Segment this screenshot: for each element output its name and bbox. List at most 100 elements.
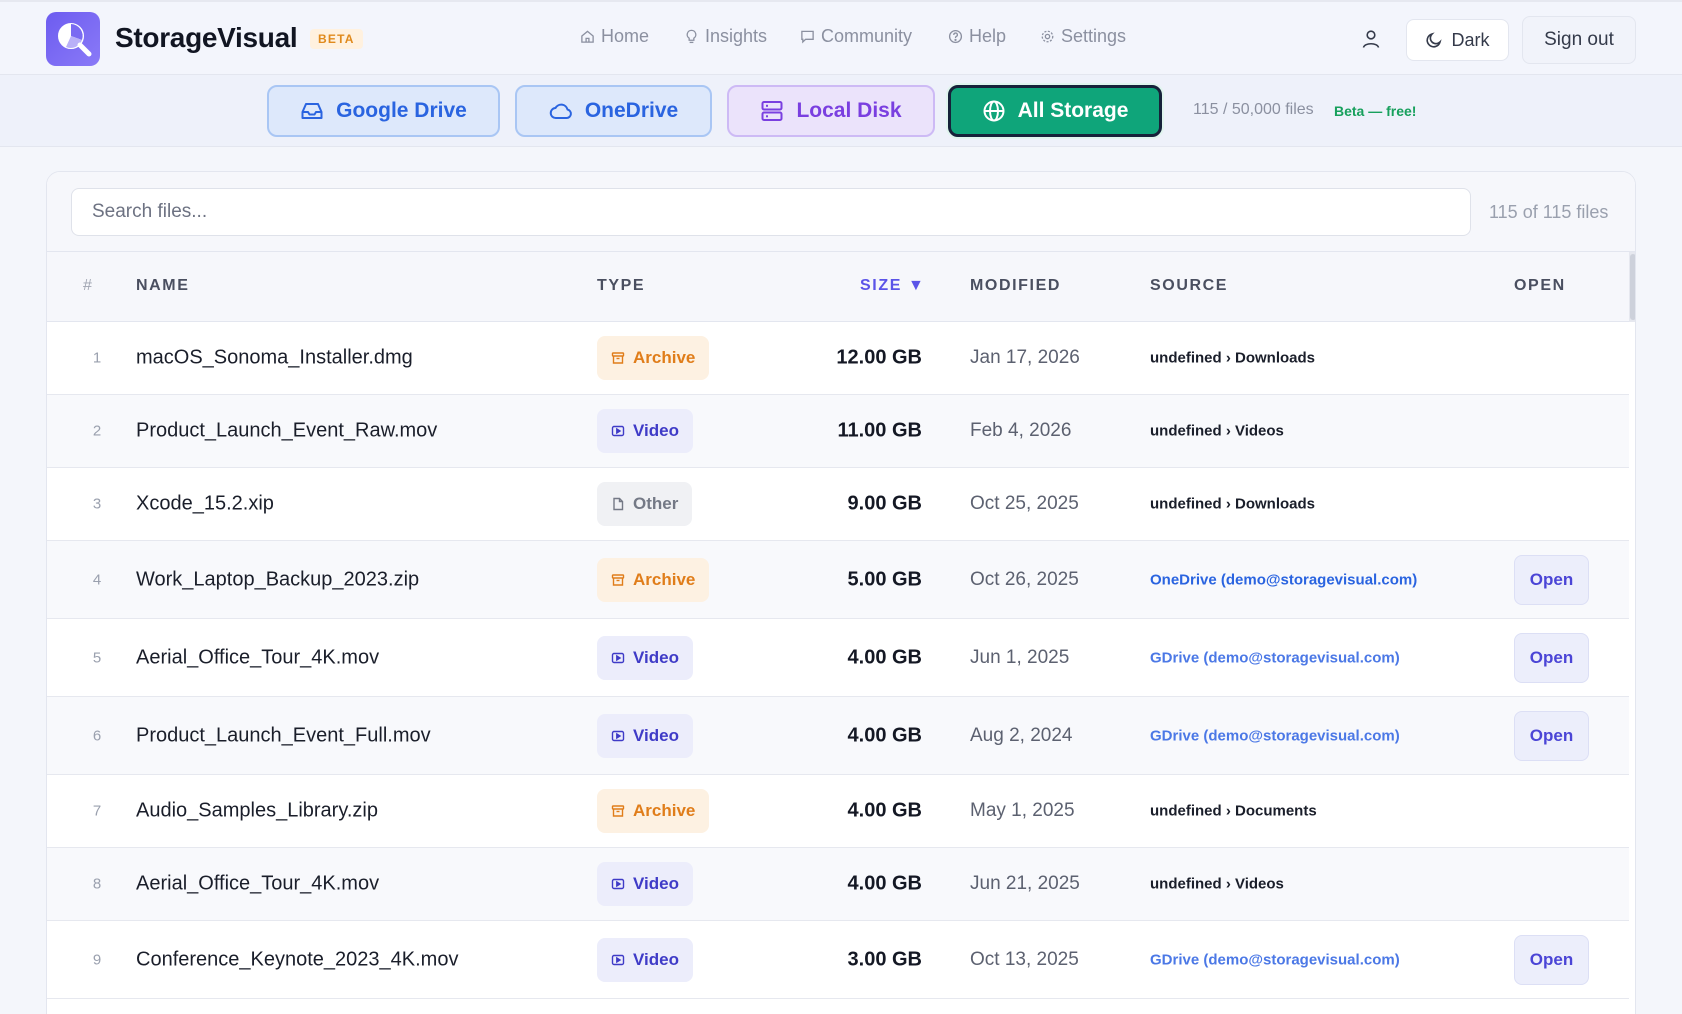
type-label: Video xyxy=(633,874,679,893)
modified-date: Aug 2, 2024 xyxy=(970,724,1073,746)
source-link[interactable]: OneDrive (demo@storagevisual.com) xyxy=(1150,571,1418,588)
tab-onedrive[interactable]: OneDrive xyxy=(515,85,712,137)
nav-help[interactable]: Help xyxy=(948,26,1006,47)
table-row[interactable]: 1 macOS_Sonoma_Installer.dmg Archive 12.00 … xyxy=(47,322,1629,395)
file-size: 4.00 GB xyxy=(847,724,922,746)
open-button[interactable]: Open xyxy=(1514,934,1589,985)
file-name[interactable]: Xcode_15.2.xip xyxy=(136,492,274,515)
file-name[interactable]: Product_Launch_Event_Raw.mov xyxy=(136,419,438,442)
modified-date: Oct 13, 2025 xyxy=(970,948,1079,970)
table-row[interactable]: 2 Product_Launch_Event_Raw.mov Video 11.00 … xyxy=(47,395,1629,468)
modified-date: Oct 25, 2025 xyxy=(970,493,1079,514)
file-name[interactable]: Aerial_Office_Tour_4K.mov xyxy=(136,646,380,668)
file-size: 9.00 GB xyxy=(847,492,922,515)
archive-icon xyxy=(611,352,625,364)
table-row[interactable]: 9 Conference_Keynote_2023_4K.mov Video 3.00… xyxy=(47,921,1629,999)
column-header-type[interactable]: TYPE xyxy=(597,277,646,294)
archive-icon xyxy=(611,573,625,586)
nav-home[interactable]: Home xyxy=(580,26,649,47)
sign-out-button[interactable]: Sign out xyxy=(1522,16,1636,64)
table-row[interactable]: 6 Product_Launch_Event_Full.mov Video 4.00 … xyxy=(47,697,1629,775)
nav-settings[interactable]: Settings xyxy=(1040,26,1126,47)
file-size: 11.00 GB xyxy=(837,419,922,442)
modified-date: May 1, 2025 xyxy=(970,800,1075,821)
source-link[interactable]: GDrive (demo@storagevisual.com) xyxy=(1150,727,1400,744)
scrollbar-thumb[interactable] xyxy=(1630,254,1635,320)
magnifier-chart-icon xyxy=(58,23,92,57)
beta-free-note: Beta — free! xyxy=(1334,103,1417,119)
file-name[interactable]: Aerial_Office_Tour_4K.mov xyxy=(136,872,380,895)
tab-local-disk-label: Local Disk xyxy=(796,99,902,122)
server-icon xyxy=(761,101,783,121)
open-button[interactable]: Open xyxy=(1514,554,1589,605)
row-number: 7 xyxy=(92,802,102,820)
file-quota: 115 / 50,000 files xyxy=(1193,101,1314,118)
table-row[interactable]: 8 Aerial_Office_Tour_4K.mov Video 4.00 GB Ju… xyxy=(47,848,1629,921)
tab-all-storage-label: All Storage xyxy=(1017,99,1129,122)
gear-icon xyxy=(1041,30,1054,43)
table-row[interactable]: 7 Audio_Samples_Library.zip Archive 4.00 GB… xyxy=(47,775,1629,848)
search-row: 115 of 115 files xyxy=(47,172,1635,252)
nav-community-label: Community xyxy=(821,26,913,46)
file-size: 12.00 GB xyxy=(836,346,922,369)
file-name[interactable]: Product_Launch_Event_Full.mov xyxy=(136,724,431,746)
dark-mode-button[interactable]: Dark xyxy=(1406,19,1509,61)
file-name[interactable]: Conference_Keynote_2023_4K.mov xyxy=(136,948,459,970)
nav-community[interactable]: Community xyxy=(800,26,912,47)
tab-all-storage[interactable]: All Storage xyxy=(948,85,1162,137)
dark-mode-label: Dark xyxy=(1451,29,1490,50)
modified-date: Feb 4, 2026 xyxy=(970,420,1072,441)
result-count: 115 of 115 files xyxy=(1489,202,1609,222)
row-number: 2 xyxy=(92,422,102,440)
search-input[interactable] xyxy=(71,188,1471,236)
tab-local-disk[interactable]: Local Disk xyxy=(727,85,935,137)
file-name[interactable]: Audio_Samples_Library.zip xyxy=(136,799,378,822)
table-row[interactable]: 3 Xcode_15.2.xip Other 9.00 GB Oct 25, 2025 u… xyxy=(47,468,1629,541)
nav-insights-label: Insights xyxy=(705,26,768,46)
open-button[interactable]: Open xyxy=(1514,632,1589,683)
video-icon xyxy=(611,954,625,965)
tab-google-drive[interactable]: Google Drive xyxy=(267,85,500,137)
video-icon xyxy=(611,652,625,663)
column-header-source[interactable]: SOURCE xyxy=(1150,277,1229,294)
column-header-size[interactable]: SIZE ▼ xyxy=(860,277,926,294)
type-label: Video xyxy=(633,725,679,745)
nav-help-label: Help xyxy=(969,26,1007,46)
row-number: 6 xyxy=(92,727,102,744)
source-path: undefined › Downloads xyxy=(1150,349,1315,367)
file-name[interactable]: Work_Laptop_Backup_2023.zip xyxy=(136,568,420,590)
nav-home-label: Home xyxy=(601,26,650,46)
type-badge: Video xyxy=(597,862,693,906)
column-header-name[interactable]: NAME xyxy=(136,277,190,294)
column-header-number[interactable]: # xyxy=(83,277,94,294)
top-bar: StorageVisual BETA Home Insights Communi… xyxy=(0,0,1682,75)
help-circle-icon xyxy=(948,29,963,44)
file-size: 3.00 GB xyxy=(847,948,922,970)
type-label: Other xyxy=(633,494,679,513)
file-name[interactable]: macOS_Sonoma_Installer.dmg xyxy=(136,346,413,369)
inbox-icon xyxy=(301,103,323,119)
nav-insights[interactable]: Insights xyxy=(684,26,767,47)
row-number: 8 xyxy=(92,875,102,893)
tab-google-drive-label: Google Drive xyxy=(336,99,467,122)
source-link[interactable]: GDrive (demo@storagevisual.com) xyxy=(1150,951,1400,968)
modified-date: Oct 26, 2025 xyxy=(970,568,1079,590)
open-button[interactable]: Open xyxy=(1514,710,1589,761)
cloud-icon xyxy=(549,103,572,120)
table-row[interactable]: 5 Aerial_Office_Tour_4K.mov Video 4.00 GB Ju… xyxy=(47,619,1629,697)
row-number: 5 xyxy=(92,649,102,666)
type-label: Archive xyxy=(633,569,696,589)
logo[interactable] xyxy=(46,12,100,66)
chat-icon xyxy=(801,30,814,44)
video-icon xyxy=(611,878,625,890)
table-header: # NAME TYPE SIZE ▼ MODIFIED SOURCE OPEN xyxy=(47,252,1629,322)
moon-icon xyxy=(1426,32,1443,48)
type-label: Video xyxy=(633,421,679,440)
table-row[interactable]: 4 Work_Laptop_Backup_2023.zip Archive 5.00 … xyxy=(47,541,1629,619)
column-header-modified[interactable]: MODIFIED xyxy=(970,277,1062,294)
user-icon[interactable] xyxy=(1360,28,1382,50)
row-number: 9 xyxy=(92,951,102,968)
file-table-body: 1 macOS_Sonoma_Installer.dmg Archive 12.00 … xyxy=(47,322,1629,999)
source-link[interactable]: GDrive (demo@storagevisual.com) xyxy=(1150,649,1400,666)
type-badge: Other xyxy=(597,482,693,526)
